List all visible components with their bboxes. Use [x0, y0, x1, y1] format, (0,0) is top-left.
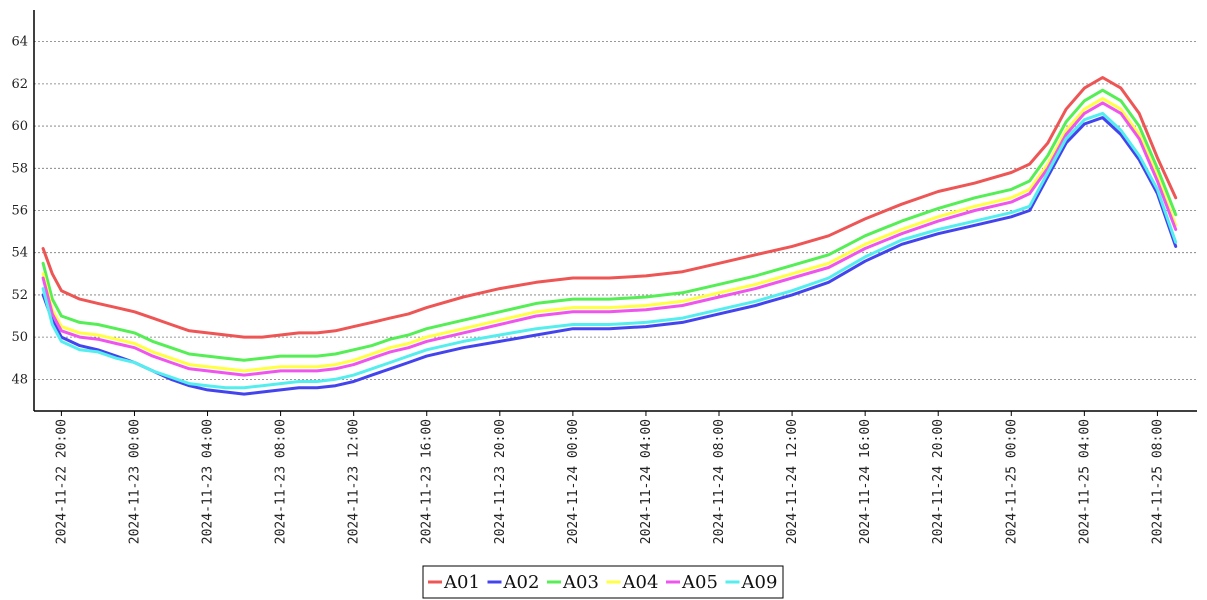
x-tick-label: 2024-11-24 16:00 [858, 419, 873, 544]
legend: A01 A02 A03 A04 A05 A09 [422, 565, 784, 599]
x-tick-label: 2024-11-25 08:00 [1150, 419, 1165, 544]
x-tick-label: 2024-11-23 08:00 [274, 419, 289, 544]
y-tick-label: 58 [11, 161, 28, 176]
axes [33, 10, 1197, 412]
x-tick-label: 2024-11-23 00:00 [127, 419, 142, 544]
series-line-a09 [41, 111, 1178, 390]
x-tick-label: 2024-11-24 12:00 [785, 419, 800, 544]
x-tick-labels: 2024-11-22 20:00 2024-11-23 00:00 2024-11-… [54, 411, 1165, 544]
x-tick-label: 2024-11-24 08:00 [712, 419, 727, 544]
series-line-a01 [41, 76, 1178, 339]
y-tick-label: 54 [11, 246, 28, 261]
y-tick-labels: 48 50 52 54 56 58 60 62 64 [11, 35, 28, 388]
x-tick-label: 2024-11-22 20:00 [54, 419, 69, 544]
series-line-a04 [41, 97, 1178, 373]
y-tick-label: 50 [11, 330, 28, 345]
series-line-a02 [41, 116, 1178, 396]
legend-label-a09: A09 [741, 572, 778, 593]
y-tick-label: 64 [11, 35, 28, 50]
grid-lines [34, 41, 1197, 380]
x-tick-label: 2024-11-23 16:00 [420, 419, 435, 544]
x-tick-label: 2024-11-25 00:00 [1004, 419, 1019, 544]
series-lines [41, 76, 1178, 396]
legend-label-a04: A04 [622, 572, 659, 593]
legend-box [422, 565, 784, 599]
legend-label-a01: A01 [443, 572, 480, 593]
series-line-a05 [41, 101, 1178, 377]
legend-label-a03: A03 [562, 572, 599, 593]
y-tick-label: 52 [11, 288, 28, 303]
x-tick-label: 2024-11-24 04:00 [639, 419, 654, 544]
y-tick-label: 60 [11, 119, 28, 134]
x-tick-label: 2024-11-24 20:00 [931, 419, 946, 544]
y-tick-label: 48 [11, 372, 28, 387]
legend-label-a05: A05 [681, 572, 718, 593]
x-tick-label: 2024-11-23 04:00 [201, 419, 216, 544]
x-tick-label: 2024-11-25 04:00 [1077, 419, 1092, 544]
y-tick-label: 56 [11, 204, 28, 219]
x-tick-label: 2024-11-23 20:00 [493, 419, 508, 544]
y-tick-label: 62 [11, 77, 28, 92]
x-tick-label: 2024-11-24 00:00 [566, 419, 581, 544]
legend-label-a02: A02 [503, 572, 540, 593]
x-tick-label: 2024-11-23 12:00 [347, 419, 362, 544]
series-line-a03 [41, 88, 1178, 362]
